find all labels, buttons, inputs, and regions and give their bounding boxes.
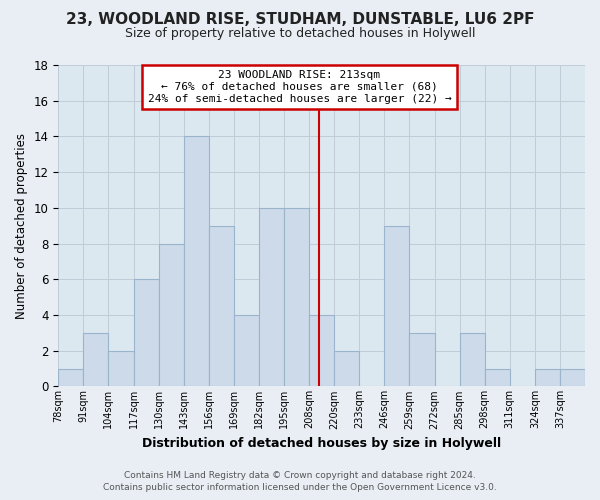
Bar <box>134 280 158 386</box>
Bar <box>284 208 309 386</box>
Bar <box>460 333 485 386</box>
Bar <box>334 350 359 386</box>
Text: 23 WOODLAND RISE: 213sqm
← 76% of detached houses are smaller (68)
24% of semi-d: 23 WOODLAND RISE: 213sqm ← 76% of detach… <box>148 70 451 104</box>
Bar <box>184 136 209 386</box>
Bar <box>309 315 334 386</box>
Bar <box>83 333 109 386</box>
Bar <box>58 368 83 386</box>
Bar <box>385 226 409 386</box>
Y-axis label: Number of detached properties: Number of detached properties <box>15 132 28 318</box>
Bar <box>158 244 184 386</box>
Bar <box>560 368 585 386</box>
Bar <box>409 333 434 386</box>
Bar <box>109 350 134 386</box>
Bar <box>259 208 284 386</box>
Text: 23, WOODLAND RISE, STUDHAM, DUNSTABLE, LU6 2PF: 23, WOODLAND RISE, STUDHAM, DUNSTABLE, L… <box>66 12 534 28</box>
Bar <box>234 315 259 386</box>
Text: Size of property relative to detached houses in Holywell: Size of property relative to detached ho… <box>125 28 475 40</box>
Bar <box>535 368 560 386</box>
Bar <box>485 368 510 386</box>
Bar <box>209 226 234 386</box>
X-axis label: Distribution of detached houses by size in Holywell: Distribution of detached houses by size … <box>142 437 501 450</box>
Text: Contains HM Land Registry data © Crown copyright and database right 2024.
Contai: Contains HM Land Registry data © Crown c… <box>103 471 497 492</box>
